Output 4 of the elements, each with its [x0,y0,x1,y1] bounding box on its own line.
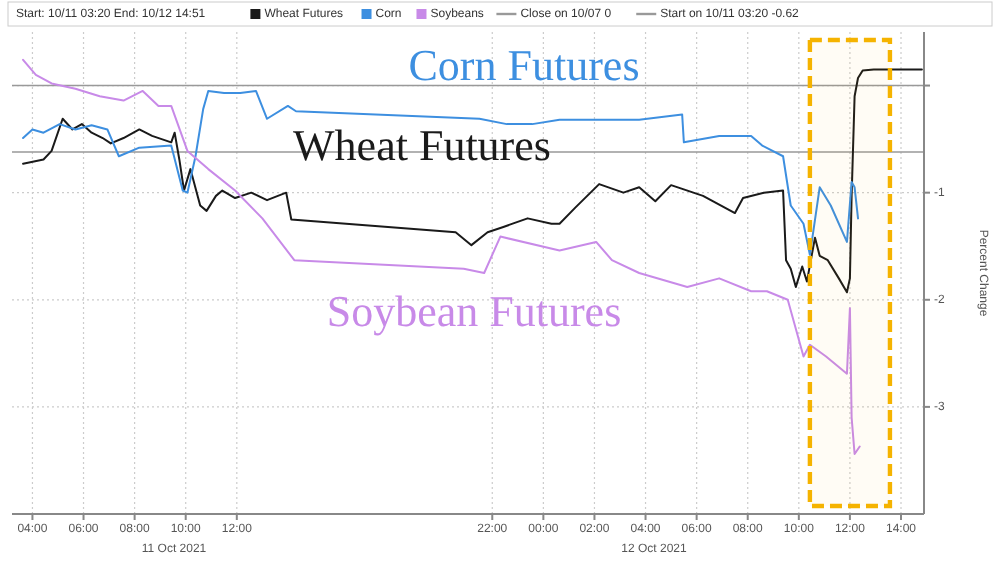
annotation: Wheat Futures [293,120,551,171]
line-series [22,89,860,256]
annotation: Corn Futures [408,40,640,91]
annotation: Soybean Futures [326,286,622,337]
